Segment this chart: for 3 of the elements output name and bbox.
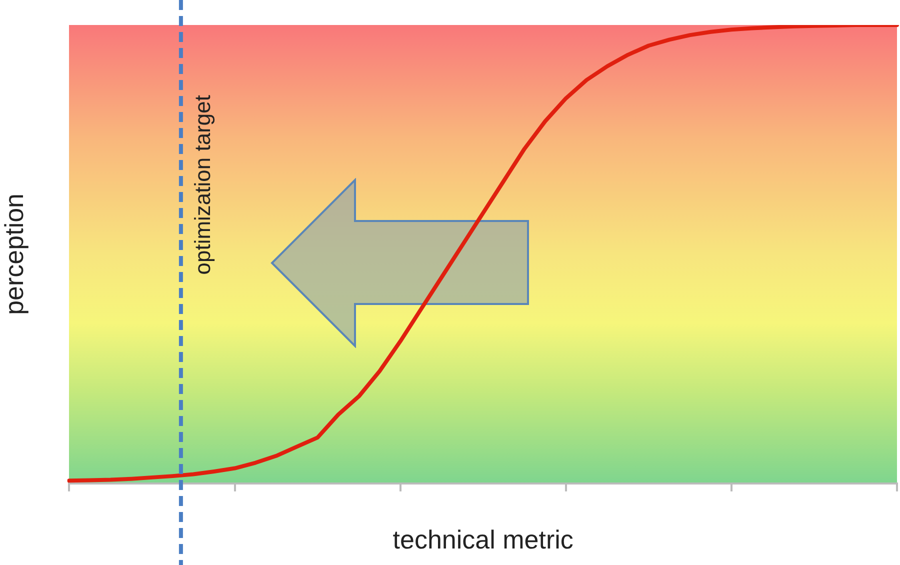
y-axis-title: perception: [0, 193, 29, 315]
annotation: optimization target: [190, 95, 216, 275]
x-axis-title: technical metric: [392, 524, 574, 555]
